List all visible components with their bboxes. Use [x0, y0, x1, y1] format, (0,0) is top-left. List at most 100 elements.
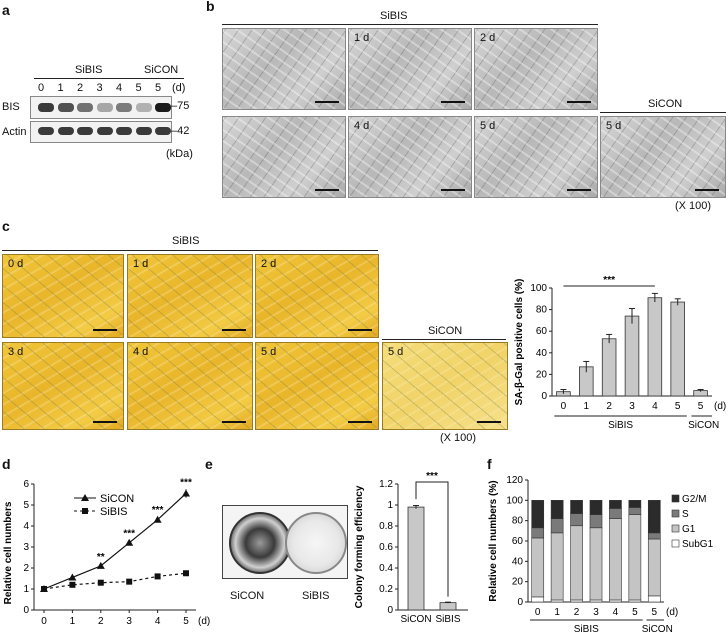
c-tile-label: 5 d — [261, 346, 277, 358]
legend-swatch — [671, 539, 680, 548]
c-tile-label: 2 d — [261, 258, 277, 270]
scale-bar — [93, 329, 117, 331]
b-magnification: (X 100) — [675, 200, 712, 212]
bis-band — [57, 103, 74, 112]
y-tick-label: 0 — [23, 605, 29, 616]
legend-swatch — [671, 494, 680, 503]
x-tick-label: 5 — [675, 401, 681, 412]
stacked-segment — [550, 532, 564, 601]
y-tick-label: 120 — [506, 475, 523, 486]
c-tile-label: 3 d — [8, 346, 24, 358]
blot-unit-day: (d) — [172, 82, 186, 94]
stacked-segment — [589, 599, 603, 603]
x-tick-label: 3 — [629, 401, 635, 412]
stacked-segment — [609, 518, 622, 601]
stacked-segment — [570, 525, 583, 601]
significance-label: *** — [180, 477, 192, 488]
c-tile-5d: 5 d — [255, 342, 379, 430]
actin-band — [155, 127, 171, 135]
stacked-segment — [531, 527, 545, 539]
y-tick-label: 80 — [536, 305, 548, 316]
b-sibis-bracket — [222, 24, 598, 25]
significance-label: *** — [603, 275, 615, 286]
actin-band — [77, 127, 93, 135]
y-tick-label: 100 — [506, 495, 523, 506]
blot-unit-kda: (kDa) — [166, 148, 193, 160]
y-axis-label: SA-β-Gal positive cells (%) — [514, 279, 525, 406]
panel-label-c: c — [2, 218, 10, 234]
b-tile-2d: 2 d — [474, 28, 598, 110]
legend-label: SubG1 — [682, 539, 714, 550]
x-tick-label: 0 — [561, 401, 567, 412]
colony-dish-photo — [222, 505, 348, 579]
data-point-triangle — [182, 489, 190, 497]
b-sicon-bracket — [600, 112, 726, 113]
y-tick-label: 0.4 — [379, 563, 393, 574]
blot-lane-label: 0 — [38, 82, 45, 94]
y-tick-label: 60 — [512, 536, 524, 547]
y-tick-label: 20 — [512, 577, 524, 588]
y-tick-label: 40 — [512, 556, 524, 567]
panel-label-e: e — [205, 456, 213, 472]
scale-bar — [477, 421, 501, 423]
y-axis-label: Colony forming efficiency — [354, 485, 365, 608]
scale-bar — [695, 189, 719, 191]
y-tick-label: 60 — [536, 326, 548, 337]
b-tile-label: 5 d — [606, 120, 622, 132]
y-tick-label: 1.2 — [379, 479, 393, 490]
x-tick-label: 5 — [652, 607, 658, 618]
y-axis-label: Relative cell numbers — [3, 501, 14, 604]
c-tile-2d: 2 d — [255, 254, 379, 338]
data-point-square — [41, 586, 47, 592]
b-group-sibis: SiBIS — [380, 10, 408, 22]
data-point-square — [126, 578, 133, 585]
stacked-segment — [628, 599, 642, 603]
legend-label: G1 — [682, 524, 696, 535]
x-tick-label: 2 — [98, 616, 104, 627]
data-point-square — [154, 573, 161, 580]
x-tick-label: 4 — [613, 607, 619, 618]
significance-label: *** — [123, 528, 135, 539]
scale-bar — [348, 421, 372, 423]
c-tile-4d: 4 d — [127, 342, 253, 430]
x-tick-label: 2 — [574, 607, 580, 618]
y-tick-label: 100 — [530, 283, 547, 294]
y-tick-label: 0.6 — [379, 542, 393, 553]
group-label-sicon: SiCON — [688, 420, 719, 431]
y-tick-label: 80 — [512, 516, 524, 527]
significance-label: ** — [97, 552, 105, 563]
c-tile-3d: 3 d — [2, 342, 124, 430]
bar — [407, 506, 425, 611]
sicon-dish — [229, 512, 291, 574]
x-tick-label: SiBIS — [435, 614, 460, 625]
x-tick-label: 0 — [535, 607, 541, 618]
stacked-segment — [531, 537, 545, 598]
bis-band — [135, 103, 152, 112]
legend-label-sicon: SiCON — [100, 493, 134, 505]
y-tick-label: 3 — [23, 542, 29, 553]
b-tile-1d: 1 d — [348, 28, 472, 110]
c-magnification: (X 100) — [440, 432, 477, 444]
c-group-sibis: SiBIS — [172, 235, 200, 247]
data-point-triangle — [153, 515, 162, 523]
group-label-sicon: SiCON — [642, 624, 673, 635]
bar — [439, 602, 457, 611]
bis-band — [77, 103, 93, 112]
stacked-segment — [609, 500, 622, 509]
scale-bar — [567, 189, 591, 191]
x-tick-label: 3 — [126, 616, 132, 627]
b-group-sicon: SiCON — [648, 98, 683, 110]
bis-band — [96, 103, 113, 112]
stacked-segment — [589, 527, 603, 601]
y-tick-label: 1 — [23, 584, 29, 595]
data-point-triangle — [96, 561, 105, 569]
stacked-segment — [570, 513, 583, 527]
x-tick-label: 4 — [652, 401, 658, 412]
data-point-triangle — [68, 573, 77, 581]
stacked-segment — [628, 500, 642, 508]
blot-marker-42: –42 — [171, 125, 190, 137]
blot-lane-label: 3 — [96, 82, 103, 94]
y-tick-label: 0.8 — [379, 521, 393, 532]
x-tick-label: 2 — [606, 401, 612, 412]
legend-label-sibis: SiBIS — [100, 506, 128, 518]
